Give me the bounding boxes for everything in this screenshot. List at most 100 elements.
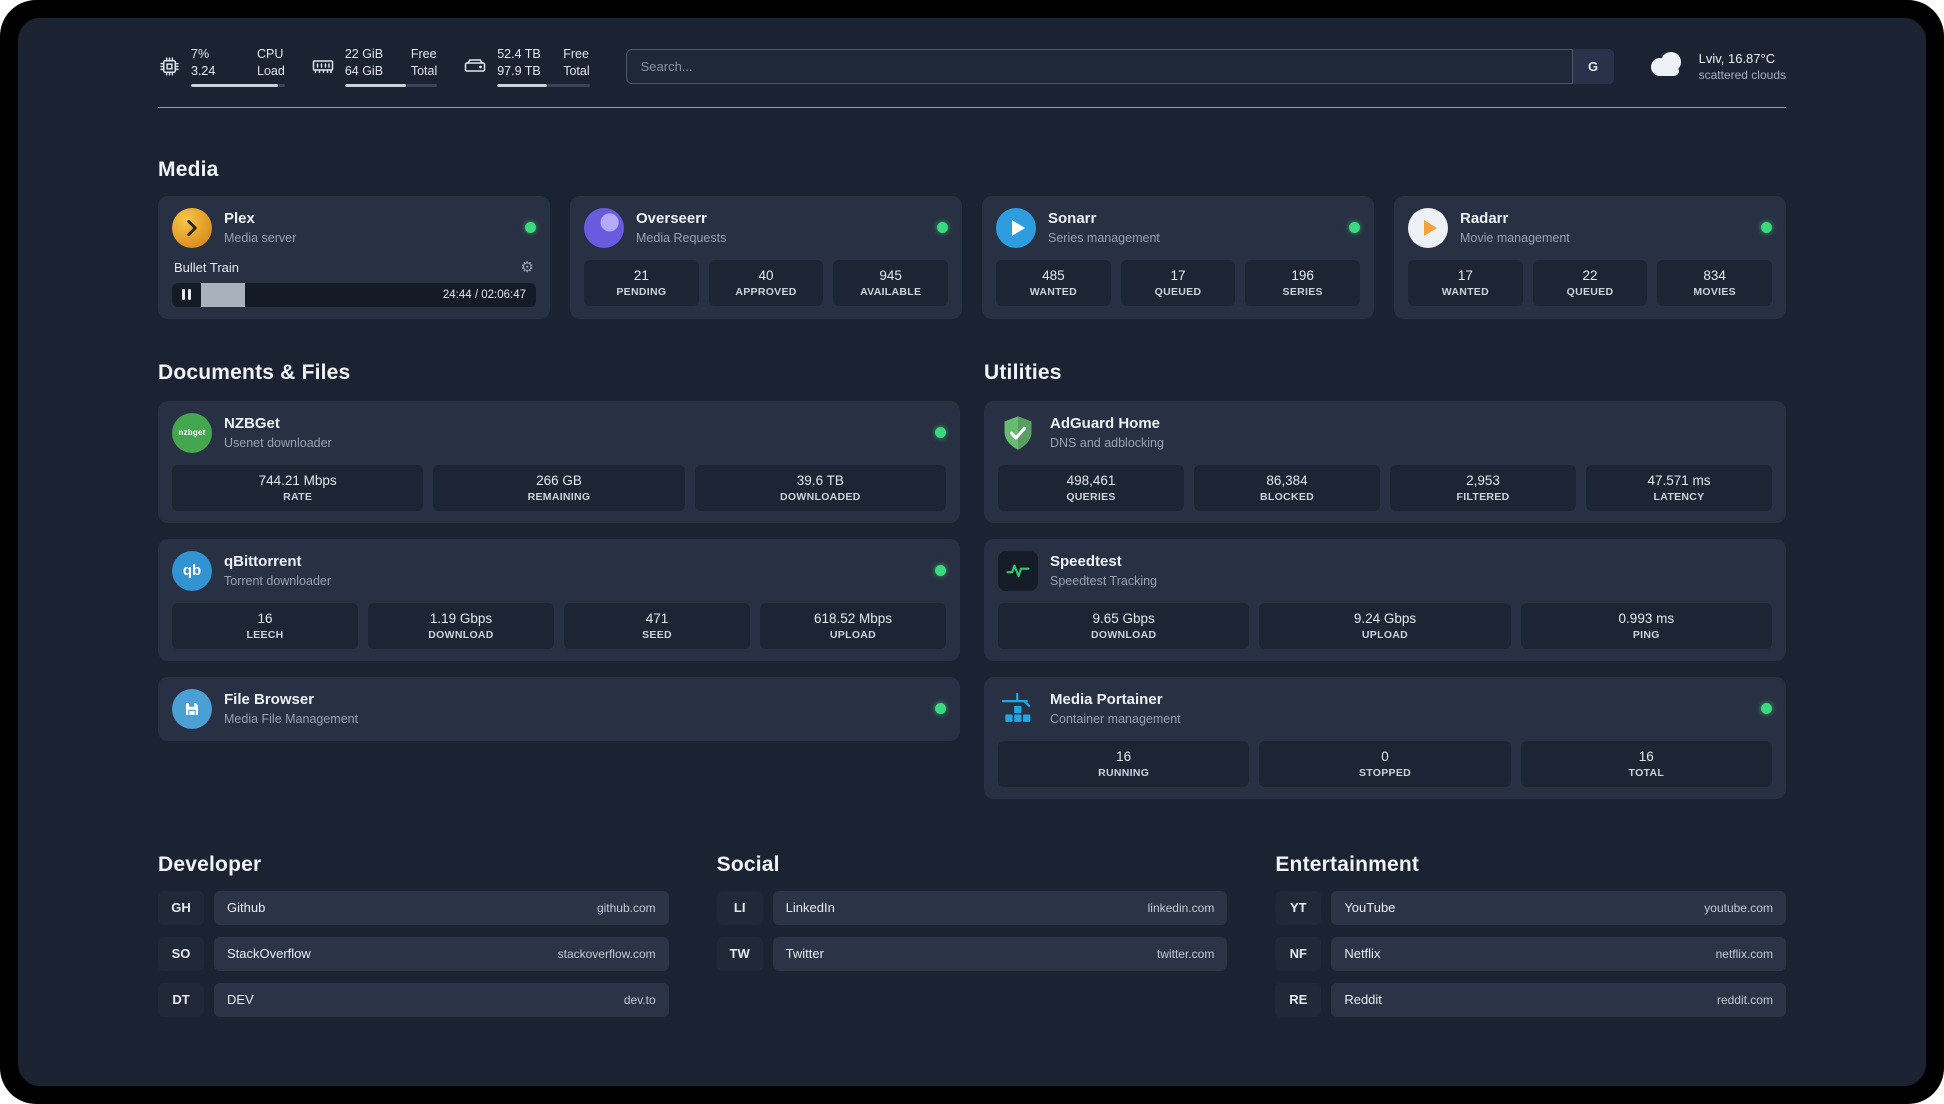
stat-upload: 618.52 Mbps UPLOAD <box>760 602 946 649</box>
stat-value: 22 <box>1582 267 1598 283</box>
app-title: NZBGet <box>224 415 280 433</box>
cpu-label: CPU <box>257 47 284 61</box>
stat-label: DOWNLOADED <box>780 490 861 503</box>
app-card-filebrowser[interactable]: File Browser Media File Management <box>158 676 960 741</box>
bookmark-link[interactable]: Github github.com <box>214 890 669 925</box>
app-card-sonarr[interactable]: Sonarr Series management 485 WANTED 17 Q… <box>982 195 1374 319</box>
stat-label: RUNNING <box>1098 766 1150 779</box>
cpu-chip-icon <box>158 55 181 78</box>
stat-value: 1.19 Gbps <box>429 610 493 626</box>
search-input[interactable] <box>625 48 1614 84</box>
ram-icon <box>311 54 335 78</box>
search-bar: G <box>625 48 1614 84</box>
stat-label: RATE <box>283 490 313 503</box>
stat-label: QUEUED <box>1154 285 1202 298</box>
bookmark-link[interactable]: Netflix netflix.com <box>1331 936 1786 971</box>
bookmark-link[interactable]: DEV dev.to <box>214 982 669 1017</box>
stat-label: WANTED <box>1441 285 1489 298</box>
stat-value: 9.65 Gbps <box>1092 610 1155 626</box>
nzbget-icon: nzbget <box>172 412 212 453</box>
app-card-nzbget[interactable]: nzbget NZBGet Usenet downloader 744.21 M… <box>158 400 960 523</box>
bookmark-name: StackOverflow <box>227 946 311 962</box>
stat-value: 9.24 Gbps <box>1353 610 1417 626</box>
dashboard-page: 7% 3.24 CPU Load <box>18 18 1926 1086</box>
app-subtitle: Movie management <box>1460 230 1570 245</box>
app-title: Overseerr <box>636 210 707 228</box>
app-card-qbittorrent[interactable]: qb qBittorrent Torrent downloader 16 LEE… <box>158 538 960 661</box>
cpu-usage-bar <box>191 83 285 87</box>
bookmark-reddit[interactable]: RE Reddit reddit.com <box>1275 982 1786 1017</box>
search-provider-button[interactable]: G <box>1571 48 1614 84</box>
status-online-dot <box>1761 703 1772 715</box>
stat-label: UPLOAD <box>1361 628 1409 641</box>
section-title-entertainment: Entertainment <box>1275 852 1420 876</box>
section-title-media: Media <box>158 157 219 181</box>
app-title: AdGuard Home <box>1050 415 1161 433</box>
cpu-percent-value: 7% <box>191 47 210 61</box>
stat-value: 0.993 ms <box>1618 610 1675 626</box>
app-card-speedtest[interactable]: Speedtest Speedtest Tracking 9.65 Gbps D… <box>984 538 1786 661</box>
playback-progress-bar[interactable]: 24:44 / 02:06:47 <box>172 282 536 307</box>
app-subtitle: Container management <box>1050 711 1181 726</box>
stat-value: 21 <box>633 267 649 283</box>
stat-value: 17 <box>1457 267 1473 283</box>
bookmark-stackoverflow[interactable]: SO StackOverflow stackoverflow.com <box>158 936 669 971</box>
bookmark-linkedin[interactable]: LI LinkedIn linkedin.com <box>716 890 1228 925</box>
app-card-overseerr[interactable]: Overseerr Media Requests 21 PENDING 40 A… <box>570 195 962 319</box>
stat-label: BLOCKED <box>1259 490 1314 503</box>
bookmark-name: DEV <box>227 992 254 1008</box>
app-card-adguard[interactable]: AdGuard Home DNS and adblocking 498,461 … <box>984 400 1786 523</box>
app-title: qBittorrent <box>224 553 302 571</box>
bookmark-link[interactable]: YouTube youtube.com <box>1331 890 1786 925</box>
bookmark-netflix[interactable]: NF Netflix netflix.com <box>1275 936 1786 971</box>
bookmark-abbr: GH <box>158 890 204 925</box>
stat-leech: 16 LEECH <box>172 602 358 649</box>
bookmark-youtube[interactable]: YT YouTube youtube.com <box>1275 890 1786 925</box>
bookmark-link[interactable]: Twitter twitter.com <box>772 936 1228 971</box>
bookmark-github[interactable]: GH Github github.com <box>158 890 669 925</box>
qbittorrent-icon: qb <box>172 550 212 591</box>
app-title: Speedtest <box>1050 553 1122 571</box>
stat-movies: 834 MOVIES <box>1657 259 1773 306</box>
app-subtitle: DNS and adblocking <box>1050 435 1164 450</box>
progress-track[interactable] <box>201 282 435 307</box>
bookmark-group-social: Social LI LinkedIn linkedin.com TW Twitt… <box>716 852 1228 971</box>
stat-queued: 17 QUEUED <box>1120 259 1236 306</box>
stat-label: APPROVED <box>735 285 797 298</box>
bookmark-twitter[interactable]: TW Twitter twitter.com <box>716 936 1228 971</box>
plex-icon <box>172 207 212 248</box>
app-subtitle: Usenet downloader <box>224 435 332 450</box>
stat-stopped: 0 STOPPED <box>1259 740 1511 787</box>
progress-fill <box>201 282 246 307</box>
status-online-dot <box>935 565 946 577</box>
app-card-radarr[interactable]: Radarr Movie management 17 WANTED 22 QUE… <box>1394 195 1786 319</box>
ram-total-label: Total <box>410 63 438 78</box>
bookmark-url: linkedin.com <box>1147 900 1215 915</box>
bookmark-link[interactable]: Reddit reddit.com <box>1331 982 1786 1017</box>
app-card-portainer[interactable]: Media Portainer Container management 16 … <box>984 676 1786 799</box>
gear-icon[interactable]: ⚙ <box>520 258 534 276</box>
stat-label: REMAINING <box>527 490 591 503</box>
disk-free-label: Free <box>563 47 589 61</box>
stat-ping: 0.993 ms PING <box>1520 602 1772 649</box>
stat-label: TOTAL <box>1628 766 1665 779</box>
stat-value: 16 <box>1116 748 1132 764</box>
stat-value: 39.6 TB <box>796 472 844 488</box>
stat-value: 40 <box>758 267 774 283</box>
stat-available: 945 AVAILABLE <box>833 259 949 306</box>
weather-location: Lviv, 16.87°C <box>1698 50 1776 66</box>
pause-button[interactable] <box>180 289 193 301</box>
stat-label: SERIES <box>1282 285 1323 298</box>
bookmark-link[interactable]: LinkedIn linkedin.com <box>772 890 1228 925</box>
bookmark-url: twitter.com <box>1156 946 1215 961</box>
status-online-dot <box>935 427 946 439</box>
top-bar: 7% 3.24 CPU Load <box>158 46 1786 87</box>
app-card-plex[interactable]: Plex Media server Bullet Train ⚙ 24:44 /… <box>158 195 550 319</box>
bookmark-dev[interactable]: DT DEV dev.to <box>158 982 669 1017</box>
stat-approved: 40 APPROVED <box>708 259 824 306</box>
section-title-social: Social <box>716 852 780 876</box>
stat-label: DOWNLOAD <box>1090 628 1157 641</box>
bookmark-link[interactable]: StackOverflow stackoverflow.com <box>214 936 669 971</box>
bookmark-abbr: RE <box>1275 982 1322 1017</box>
stat-upload: 9.24 Gbps UPLOAD <box>1259 602 1511 649</box>
